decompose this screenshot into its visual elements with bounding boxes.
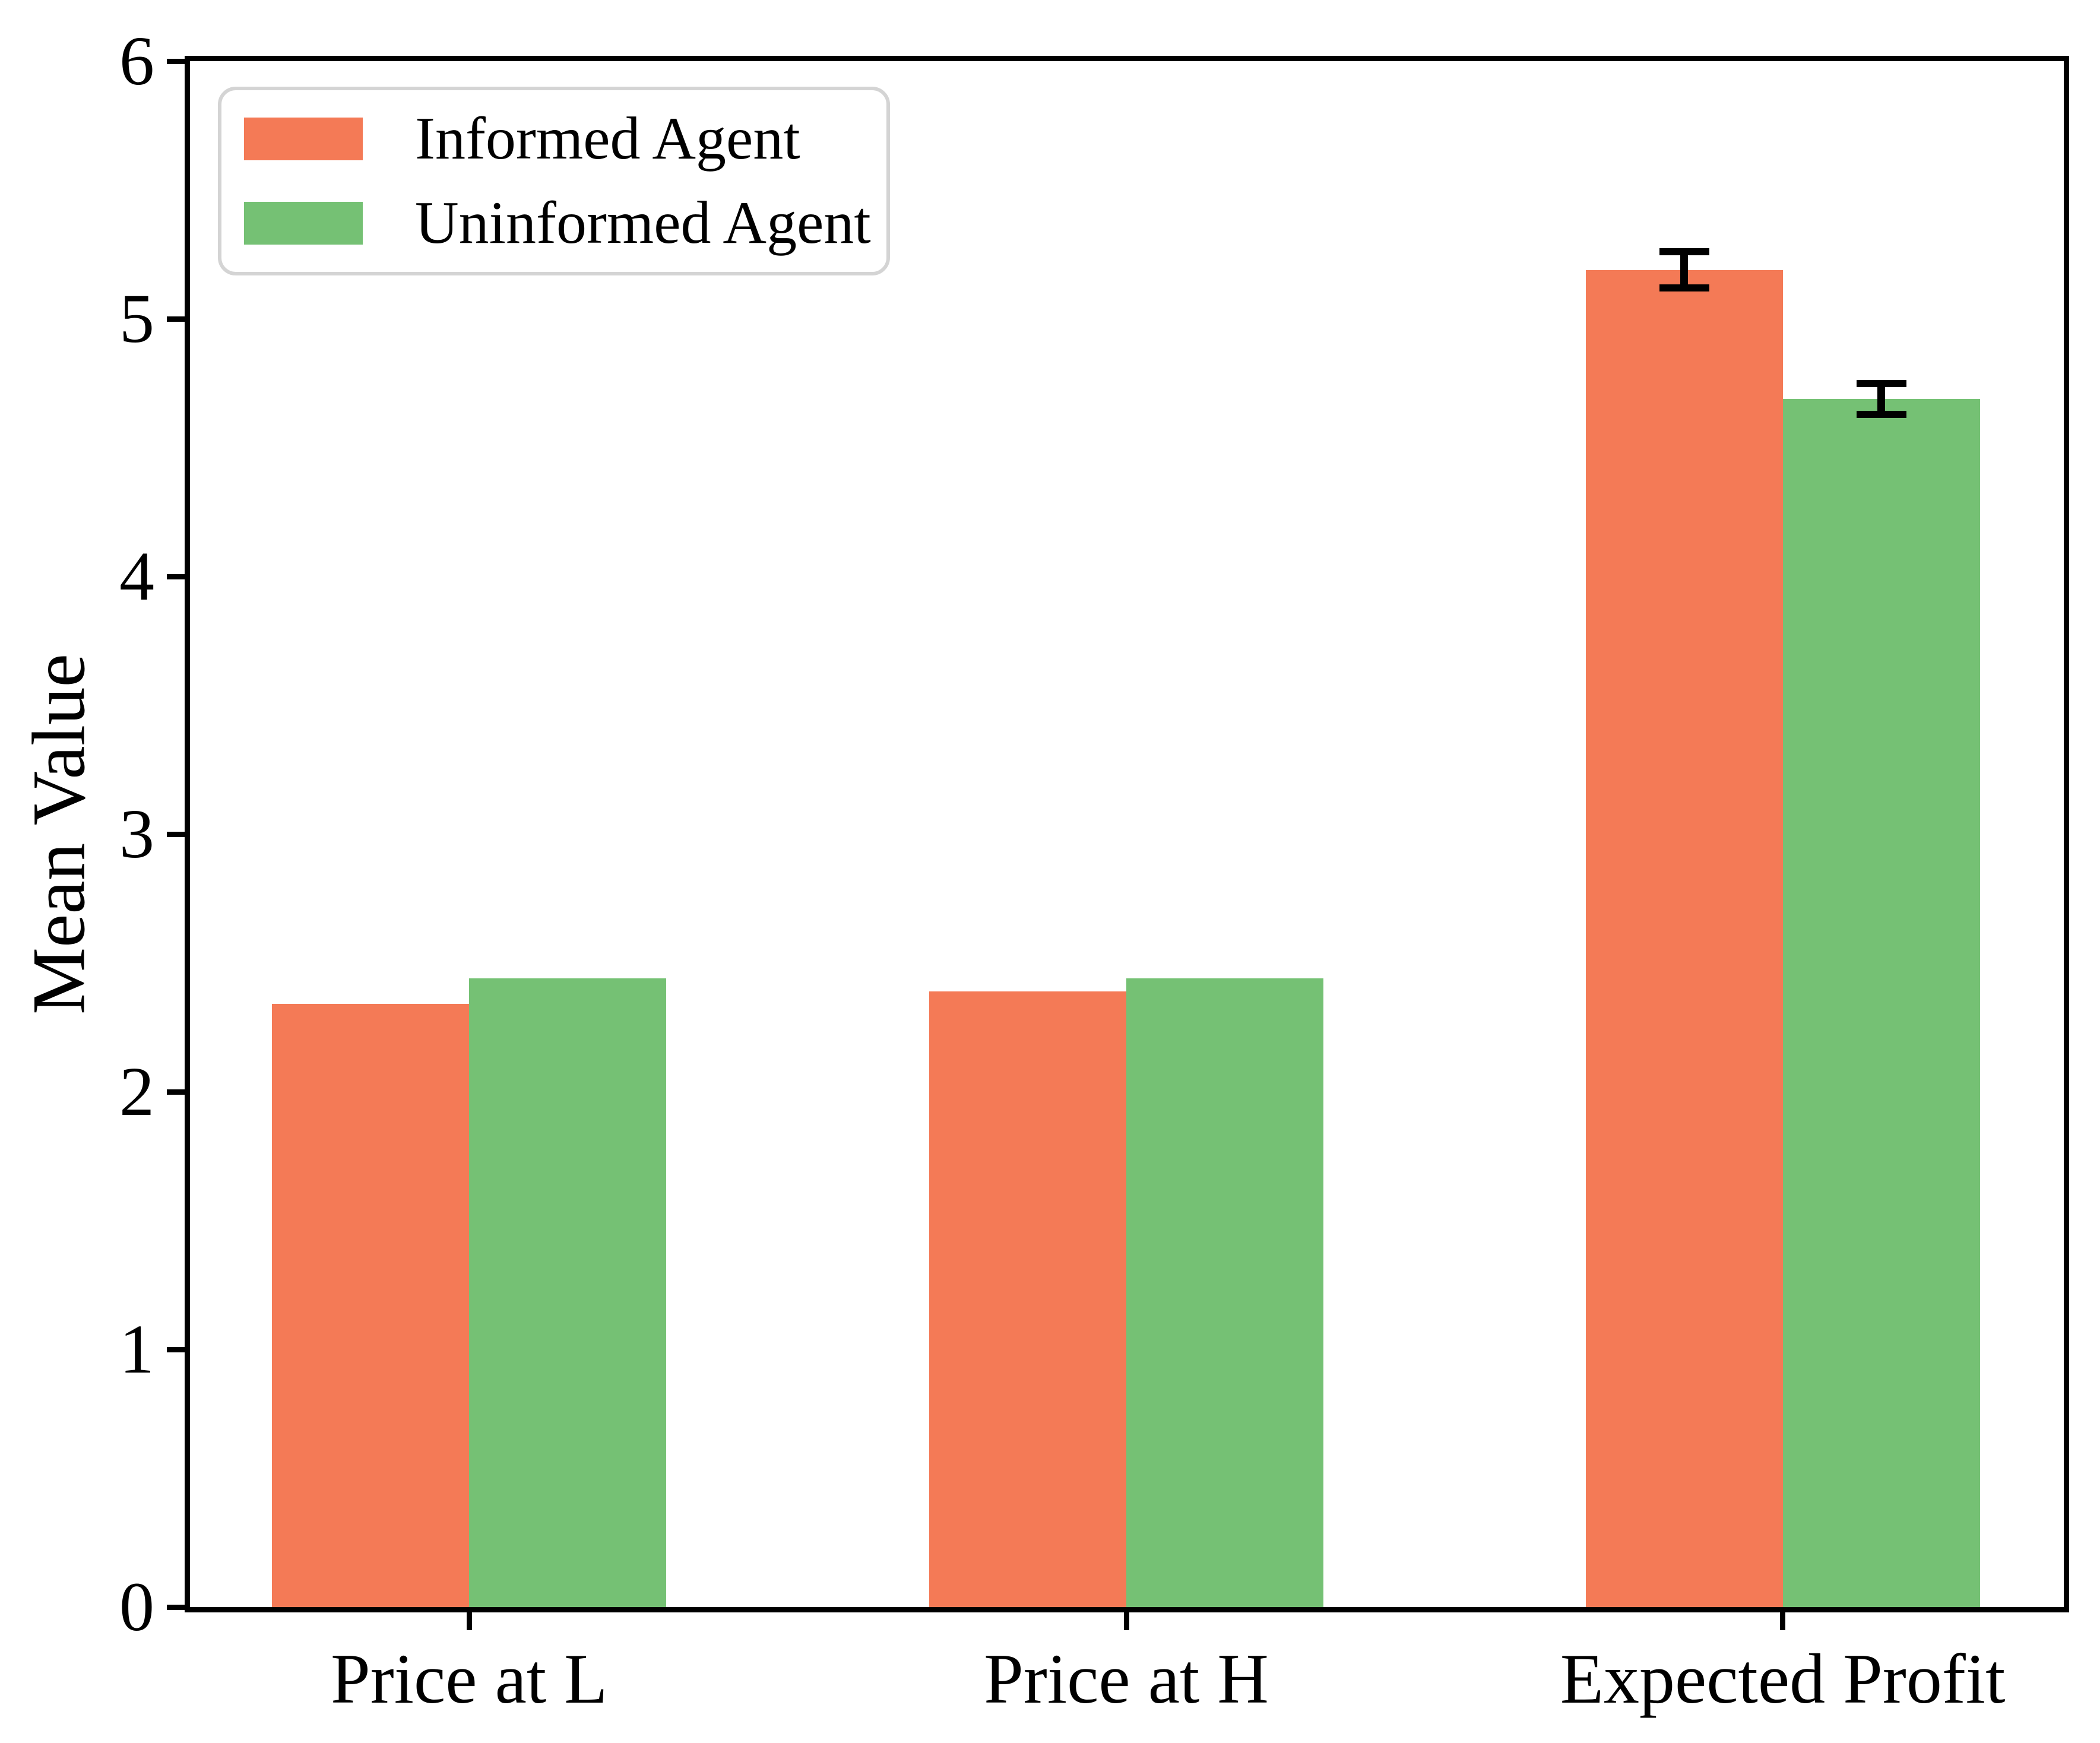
y-tick-label-6: 6: [119, 22, 154, 100]
y-tick-label-4: 4: [119, 537, 154, 615]
bar-informed-agent-expected-profit: [1585, 270, 1783, 1607]
error-cap-bottom-uninformed-agent-expected-profit: [1856, 410, 1906, 418]
y-tick-label-3: 3: [119, 795, 154, 873]
y-tick-label-5: 5: [119, 280, 154, 357]
legend: Informed Agent Uninformed Agent: [218, 87, 890, 275]
error-bar-informed-agent-expected-profit: [1680, 252, 1689, 288]
y-tick-0: [167, 1604, 185, 1610]
plot-axes-box: [185, 56, 2069, 1612]
y-tick-5: [167, 316, 185, 322]
x-tick-price-at-l: [466, 1612, 472, 1630]
legend-item-uninformed-agent: Uninformed Agent: [244, 193, 886, 253]
y-tick-label-1: 1: [119, 1310, 154, 1388]
y-tick-label-2: 2: [119, 1053, 154, 1130]
bar-uninformed-agent-expected-profit: [1782, 398, 1980, 1607]
legend-item-informed-agent: Informed Agent: [244, 109, 886, 169]
y-tick-2: [167, 1089, 185, 1095]
bar-informed-agent-price-at-h: [929, 991, 1127, 1607]
y-tick-1: [167, 1346, 185, 1352]
y-tick-4: [167, 573, 185, 579]
legend-label-uninformed-agent: Uninformed Agent: [415, 189, 871, 256]
error-bar-uninformed-agent-expected-profit: [1877, 383, 1886, 414]
plot-layer: [190, 61, 2064, 1607]
legend-label-informed-agent: Informed Agent: [415, 105, 800, 172]
error-cap-top-uninformed-agent-expected-profit: [1856, 379, 1906, 387]
bar-uninformed-agent-price-at-l: [469, 978, 667, 1607]
y-axis-label: Mean Value: [17, 654, 101, 1015]
bar-uninformed-agent-price-at-h: [1126, 978, 1324, 1607]
y-tick-label-0: 0: [119, 1568, 154, 1646]
x-tick-price-at-h: [1123, 1612, 1129, 1630]
error-cap-bottom-informed-agent-expected-profit: [1659, 284, 1709, 291]
bar-informed-agent-price-at-l: [272, 1004, 470, 1607]
x-tick-label-expected-profit: Expected Profit: [1560, 1639, 2006, 1718]
x-tick-label-price-at-h: Price at H: [984, 1639, 1269, 1718]
x-tick-label-price-at-l: Price at L: [331, 1639, 608, 1718]
error-cap-top-informed-agent-expected-profit: [1659, 248, 1709, 256]
x-tick-expected-profit: [1780, 1612, 1786, 1630]
legend-swatch-uninformed-agent: [244, 202, 363, 245]
y-tick-3: [167, 831, 185, 837]
legend-swatch-informed-agent: [244, 118, 363, 160]
y-tick-6: [167, 58, 185, 64]
